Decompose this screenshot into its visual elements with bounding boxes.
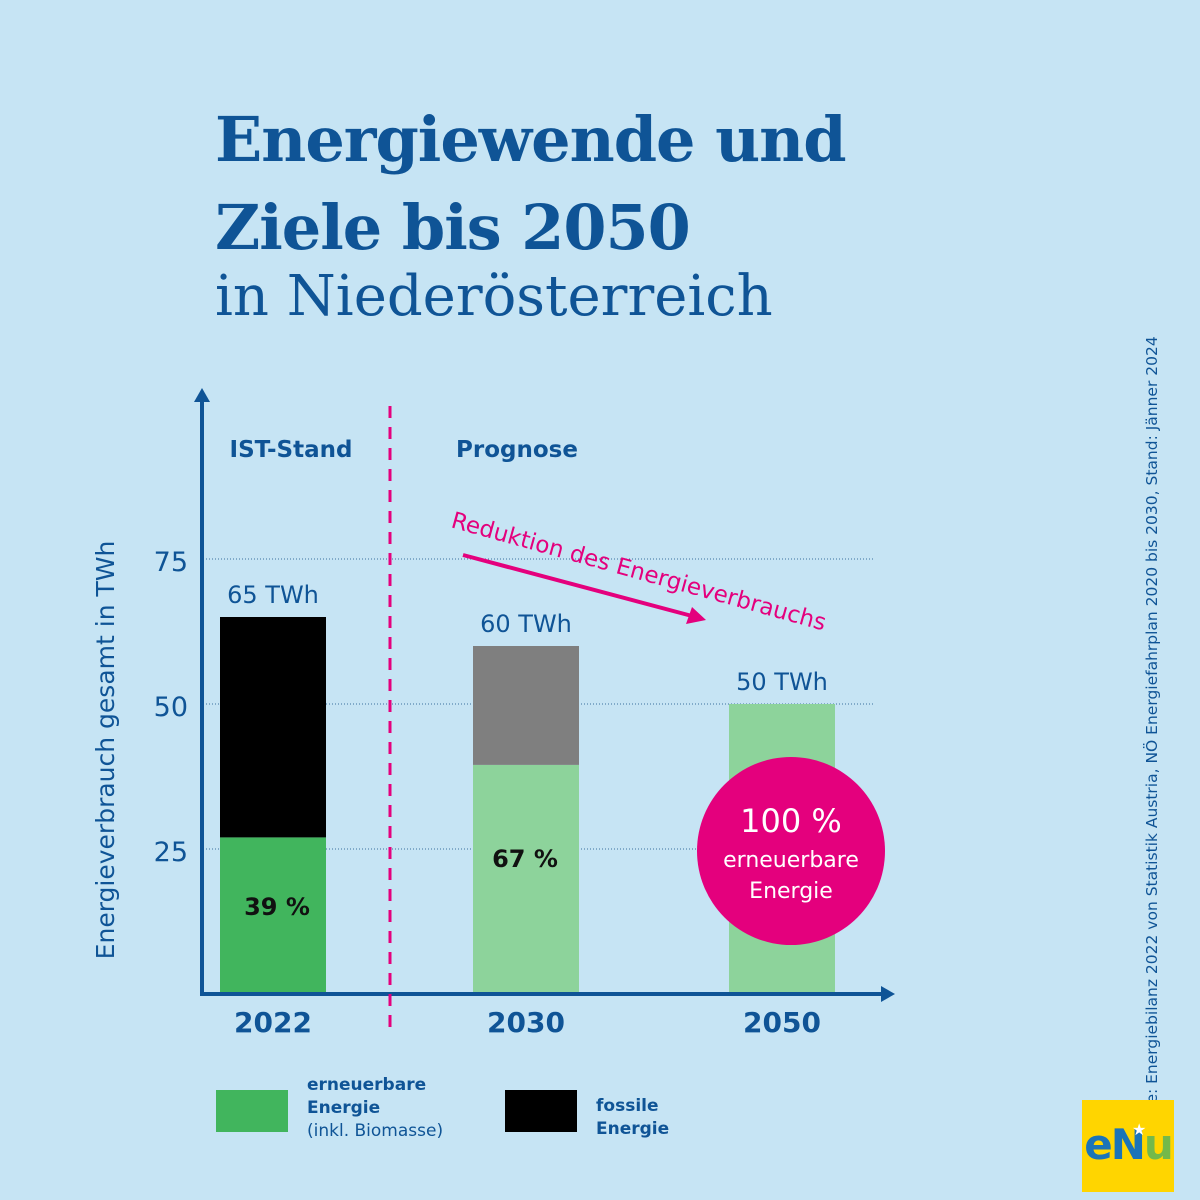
- legend-swatch-fossil: [505, 1090, 577, 1132]
- total-label-2030: 60 TWh: [480, 610, 572, 638]
- logo-star-icon: ★: [1132, 1120, 1147, 1139]
- logo-wordmark: eNu: [1084, 1120, 1174, 1169]
- chart-title: Energiewende und Ziele bis 2050: [215, 96, 847, 272]
- legend-fossil-line1: fossile: [596, 1096, 659, 1116]
- legend-swatch-renewable: [216, 1090, 288, 1132]
- reduction-arrow-head-icon: [686, 607, 706, 624]
- total-label-2050: 50 TWh: [736, 668, 828, 696]
- reduction-arrow-line: [462, 553, 693, 618]
- badge-percent: 100 %: [740, 802, 842, 840]
- bar-fossil-2022: [220, 617, 326, 838]
- legend-label-fossil: fossile Energie: [596, 1095, 669, 1141]
- title-line-2: Ziele bis 2050: [215, 191, 691, 264]
- y-tick-label-75: 75: [154, 547, 188, 578]
- x-tick-label-2022: 2022: [234, 1006, 312, 1039]
- x-axis-arrow-icon: [881, 986, 895, 1002]
- source-note: Quelle: Energiebilanz 2022 von Statistik…: [1143, 336, 1161, 1144]
- legend-label-renewable: erneuerbare Energie (inkl. Biomasse): [307, 1074, 443, 1143]
- y-axis-title: Energieverbrauch gesamt in TWh: [91, 541, 120, 960]
- legend-renewable-line2: Energie: [307, 1098, 381, 1118]
- share-label-2030: 67 %: [492, 845, 558, 873]
- legend-fossil-line2: Energie: [596, 1119, 670, 1139]
- x-tick-label-2050: 2050: [743, 1006, 821, 1039]
- y-axis-arrow-icon: [194, 388, 210, 402]
- total-label-2022: 65 TWh: [227, 581, 319, 609]
- section-label-actual: IST-Stand: [230, 437, 353, 463]
- bar-renewable-2022: [220, 837, 326, 994]
- title-line-1: Energiewende und: [215, 103, 847, 176]
- badge-line-3: Energie: [749, 879, 833, 904]
- bar-renewable-2030: [473, 764, 579, 994]
- enu-logo: eNu ★: [1082, 1100, 1174, 1192]
- y-tick-label-25: 25: [154, 837, 188, 868]
- renewable-100-badge: [697, 757, 885, 945]
- share-label-2022: 39 %: [244, 893, 310, 921]
- y-tick-label-50: 50: [154, 692, 188, 723]
- bar-fossil-2030: [473, 646, 579, 765]
- section-label-forecast: Prognose: [456, 437, 578, 463]
- legend-renewable-note: (inkl. Biomasse): [307, 1121, 444, 1141]
- chart-subtitle: in Niederösterreich: [215, 264, 773, 329]
- legend-renewable-line1: erneuerbare: [307, 1075, 427, 1095]
- x-tick-label-2030: 2030: [487, 1006, 565, 1039]
- badge-line-2: erneuerbare: [723, 848, 859, 873]
